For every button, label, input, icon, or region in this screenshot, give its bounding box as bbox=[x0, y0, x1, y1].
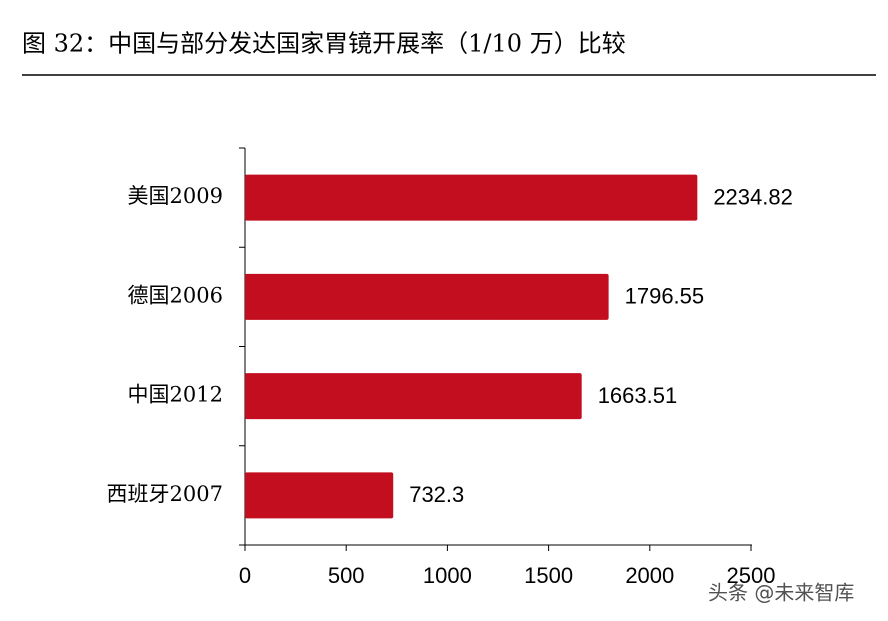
x-tick-label: 1500 bbox=[524, 563, 573, 588]
bar bbox=[245, 174, 698, 221]
x-tick-label: 2000 bbox=[625, 563, 674, 588]
bar bbox=[245, 472, 394, 519]
chart-title: 图 32：中国与部分发达国家胃镜开展率（1/10 万）比较 bbox=[22, 30, 626, 58]
watermark: 头条 @未来智库 bbox=[708, 581, 854, 605]
x-tick-label: 1000 bbox=[423, 563, 472, 588]
bar bbox=[245, 373, 582, 420]
value-label: 732.3 bbox=[409, 482, 464, 507]
x-tick-label: 0 bbox=[239, 563, 251, 588]
y-tick-label: 中国2012 bbox=[128, 383, 223, 407]
bar bbox=[245, 273, 609, 320]
x-tick-label: 2500 bbox=[727, 563, 776, 588]
y-tick-label: 西班牙2007 bbox=[107, 482, 223, 506]
value-label: 2234.82 bbox=[713, 184, 793, 209]
y-tick-label: 美国2009 bbox=[128, 184, 223, 208]
value-label: 1796.55 bbox=[625, 284, 705, 309]
value-label: 1663.51 bbox=[598, 383, 678, 408]
y-tick-label: 德国2006 bbox=[128, 283, 223, 307]
x-tick-label: 500 bbox=[328, 563, 365, 588]
